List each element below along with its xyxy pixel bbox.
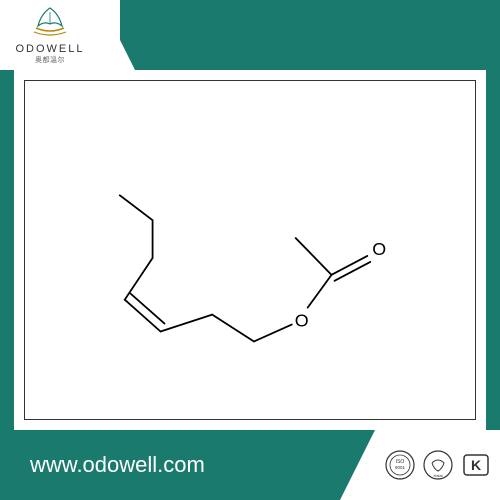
bottom-bar: www.odowell.com ISO 9001 Halal bbox=[0, 430, 500, 500]
left-teal-bar bbox=[0, 70, 14, 430]
kosher-badge-icon: K bbox=[460, 449, 492, 481]
molecule-panel: O O bbox=[24, 80, 476, 420]
brand-subtitle: 奥都溫尔 bbox=[35, 55, 65, 65]
iso-badge-icon: ISO 9001 bbox=[384, 449, 416, 481]
website-url: www.odowell.com bbox=[30, 452, 205, 478]
oxygen-ester-label: O bbox=[295, 311, 309, 331]
top-bar: ODOWELL 奥都溫尔 bbox=[0, 0, 500, 70]
bottom-teal-bar: www.odowell.com bbox=[0, 430, 340, 500]
odowell-leaf-icon bbox=[26, 6, 74, 41]
svg-text:Halal: Halal bbox=[433, 473, 442, 478]
brand-name: ODOWELL bbox=[15, 43, 84, 55]
svg-text:K: K bbox=[471, 457, 481, 473]
right-teal-bar bbox=[486, 70, 500, 430]
oxygen-carbonyl-label: O bbox=[372, 239, 386, 259]
brand-logo-area: ODOWELL 奥都溫尔 bbox=[0, 0, 120, 70]
svg-text:9001: 9001 bbox=[395, 465, 406, 470]
product-frame: ODOWELL 奥都溫尔 bbox=[0, 0, 500, 500]
chemical-structure-diagram: O O bbox=[25, 81, 475, 419]
halal-badge-icon: Halal bbox=[422, 449, 454, 481]
top-teal-bar bbox=[120, 0, 500, 70]
